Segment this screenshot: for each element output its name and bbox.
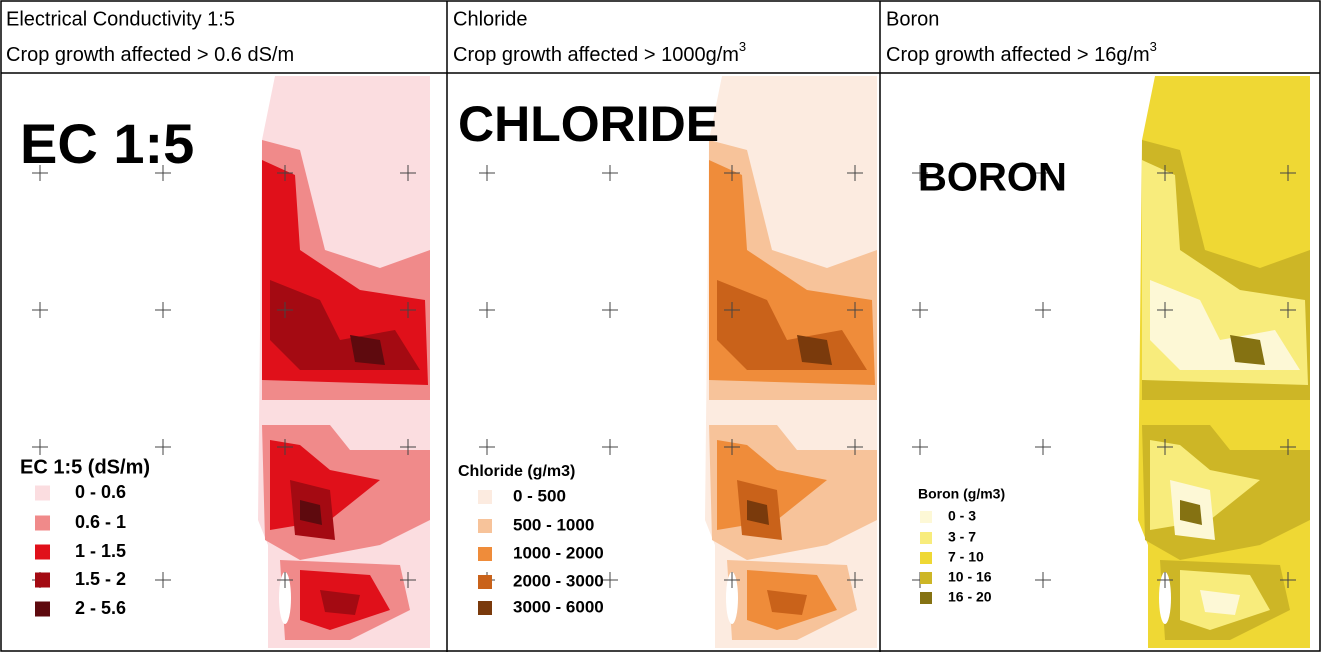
header-title: Electrical Conductivity 1:5 xyxy=(6,8,235,30)
legend-title: Boron (g/m3) xyxy=(918,486,1005,502)
legend-swatch xyxy=(478,575,492,589)
legend-swatch xyxy=(920,532,932,544)
legend-label: 0 - 0.6 xyxy=(75,482,126,502)
legend-swatch xyxy=(920,592,932,604)
panel: Boron Crop growth affected > 16g/m3 BORON B… xyxy=(886,8,1310,648)
header-subtitle-text: Crop growth affected > 1000g/m xyxy=(453,44,739,66)
header-superscript: 3 xyxy=(1150,39,1157,54)
legend-swatch xyxy=(920,572,932,584)
legend-label: 3 - 7 xyxy=(948,529,976,545)
header-title: Boron xyxy=(886,8,939,30)
legend-swatch xyxy=(35,486,50,501)
legend-label: 1000 - 2000 xyxy=(513,543,604,562)
header-subtitle-text: Crop growth affected > 0.6 dS/m xyxy=(6,44,294,66)
page: Electrical Conductivity 1:5 Crop growth a… xyxy=(0,0,1321,652)
legend-label: 16 - 20 xyxy=(948,589,992,605)
map-label: CHLORIDE xyxy=(458,96,719,152)
panel: Electrical Conductivity 1:5 Crop growth a… xyxy=(6,8,430,648)
legend-label: 1 - 1.5 xyxy=(75,541,126,561)
map-label: EC 1:5 xyxy=(20,112,194,175)
legend-swatch xyxy=(478,547,492,561)
legend-label: 1.5 - 2 xyxy=(75,569,126,589)
legend-label: 500 - 1000 xyxy=(513,515,594,534)
legend-label: 2000 - 3000 xyxy=(513,571,604,590)
legend-swatch xyxy=(478,601,492,615)
legend-label: 0 - 3 xyxy=(948,508,976,524)
header-subtitle: Crop growth affected > 1000g/m3 xyxy=(453,39,746,66)
header-subtitle: Crop growth affected > 0.6 dS/m xyxy=(6,44,294,66)
legend-swatch xyxy=(35,602,50,617)
legend-label: 2 - 5.6 xyxy=(75,598,126,618)
legend-swatch xyxy=(35,545,50,560)
legend-label: 7 - 10 xyxy=(948,549,984,565)
header-title: Chloride xyxy=(453,8,527,30)
legend-title: Chloride (g/m3) xyxy=(458,463,575,480)
legend-title: EC 1:5 (dS/m) xyxy=(20,456,150,478)
legend-label: 0 - 500 xyxy=(513,486,566,505)
legend-swatch xyxy=(478,519,492,533)
map-label: BORON xyxy=(918,156,1067,200)
legend-swatch xyxy=(35,573,50,588)
legend-swatch xyxy=(920,511,932,523)
legend-label: 10 - 16 xyxy=(948,569,992,585)
legend-swatch xyxy=(920,552,932,564)
legend-label: 0.6 - 1 xyxy=(75,512,126,532)
header-subtitle: Crop growth affected > 16g/m3 xyxy=(886,39,1157,66)
legend-label: 3000 - 6000 xyxy=(513,597,604,616)
legend-swatch xyxy=(35,516,50,531)
legend-swatch xyxy=(478,490,492,504)
header-subtitle-text: Crop growth affected > 16g/m xyxy=(886,44,1150,66)
header-superscript: 3 xyxy=(739,39,746,54)
